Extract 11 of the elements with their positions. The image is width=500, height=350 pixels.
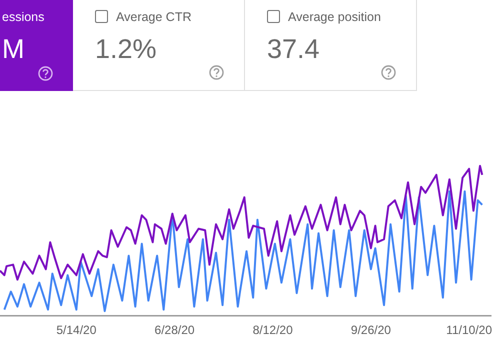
text: essions [2, 10, 44, 24]
x-tick-label: 8/12/20 [252, 323, 294, 338]
text: M [2, 34, 26, 65]
text: 1.2% [95, 34, 158, 65]
x-tick-label: 5/14/20 [56, 323, 97, 338]
text: 37.4 [267, 34, 321, 65]
x-tick-label: 9/26/20 [350, 323, 392, 338]
x-tick-label: 11/10/20 [446, 323, 492, 338]
text: Average position [288, 10, 381, 24]
x-tick-label: 6/28/20 [154, 323, 195, 338]
text: Average CTR [116, 10, 192, 24]
